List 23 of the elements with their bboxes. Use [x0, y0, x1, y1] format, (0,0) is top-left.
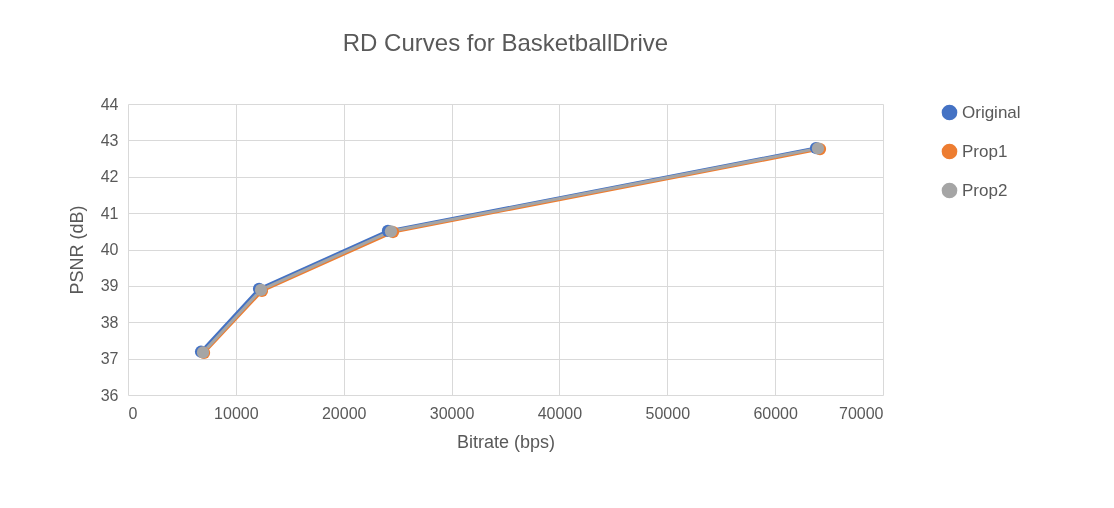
- x-tick-label: 20000: [321, 404, 367, 422]
- legend-label: Prop1: [962, 141, 1008, 161]
- y-tick-label: 36: [100, 386, 119, 404]
- y-tick-label: 43: [100, 131, 119, 149]
- y-tick-label: 38: [100, 313, 119, 331]
- y-tick-label: 40: [100, 241, 119, 258]
- chart-title: RD Curves for BasketballDrive: [342, 29, 669, 56]
- legend-label: Original: [962, 102, 1021, 122]
- y-tick-label: 44: [100, 95, 119, 113]
- y-tick-label: 39: [100, 277, 119, 295]
- y-tick-label: 41: [100, 204, 119, 222]
- x-tick-label: 10000: [214, 404, 259, 422]
- x-tick-label: 50000: [645, 404, 691, 422]
- y-axis-title: PSNR (dB): [66, 205, 87, 295]
- x-tick-label: 70000: [839, 404, 884, 422]
- x-tick-label: 30000: [429, 404, 475, 422]
- y-tick-label: 37: [100, 350, 119, 368]
- x-tick-label: 60000: [753, 404, 798, 422]
- legend-label: Prop2: [962, 180, 1008, 200]
- y-tick-label: 42: [100, 168, 119, 186]
- x-axis-title: Bitrate (bps): [456, 431, 556, 452]
- x-tick-label: 40000: [537, 404, 583, 422]
- x-tick-label: 0: [128, 404, 138, 422]
